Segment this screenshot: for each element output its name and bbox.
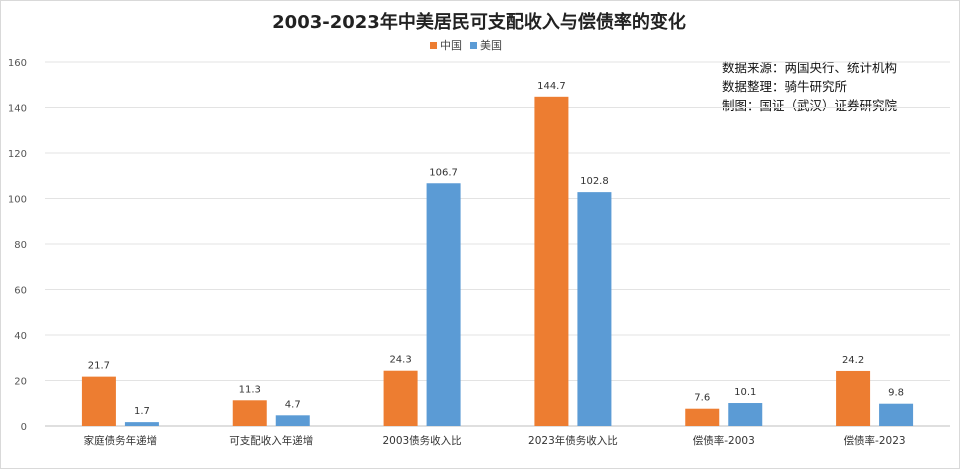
source-line-1: 数据来源：两国央行、统计机构 bbox=[722, 60, 898, 75]
y-tick-label: 80 bbox=[14, 240, 27, 251]
x-category-label: 偿债率-2003 bbox=[693, 434, 755, 447]
y-tick-label: 120 bbox=[8, 149, 27, 160]
data-label: 102.8 bbox=[580, 176, 609, 187]
x-category-label: 2003债务收入比 bbox=[382, 434, 461, 447]
legend-label-china: 中国 bbox=[440, 39, 462, 52]
bar-china bbox=[232, 400, 267, 426]
bar-usa bbox=[124, 422, 159, 426]
bar-china bbox=[383, 370, 418, 426]
y-tick-label: 0 bbox=[21, 422, 27, 433]
legend-swatch-china bbox=[430, 41, 437, 49]
x-category-label: 可支配收入年递增 bbox=[229, 434, 313, 447]
source-line-2: 数据整理：骑牛研究所 bbox=[722, 79, 848, 94]
bar-china bbox=[534, 96, 569, 427]
data-label: 21.7 bbox=[88, 361, 110, 372]
data-label: 10.1 bbox=[734, 387, 756, 398]
x-category-label: 偿债率-2023 bbox=[844, 434, 906, 447]
legend: 中国 美国 bbox=[430, 37, 502, 53]
chart-title: 2003-2023年中美居民可支配收入与偿债率的变化 bbox=[272, 12, 686, 33]
bar-usa bbox=[275, 415, 310, 426]
bar-china bbox=[685, 408, 720, 426]
y-tick-label: 20 bbox=[14, 377, 27, 388]
y-tick-label: 40 bbox=[14, 331, 27, 342]
y-tick-label: 160 bbox=[8, 58, 27, 69]
data-label: 7.6 bbox=[694, 393, 710, 404]
y-tick-label: 100 bbox=[8, 195, 27, 206]
legend-item-china: 中国 bbox=[430, 37, 462, 53]
bar-usa bbox=[879, 403, 914, 426]
data-label: 11.3 bbox=[239, 384, 261, 395]
bar-china bbox=[836, 370, 871, 426]
x-category-label: 2023年债务收入比 bbox=[528, 434, 618, 447]
data-label: 144.7 bbox=[537, 81, 566, 92]
x-category-label: 家庭债务年递增 bbox=[84, 434, 158, 447]
source-note: 数据来源：两国央行、统计机构 数据整理：骑牛研究所 制图：国证（武汉）证券研究院 bbox=[722, 58, 897, 115]
bar-usa bbox=[426, 183, 461, 426]
legend-label-usa: 美国 bbox=[480, 39, 502, 52]
source-line-3: 制图：国证（武汉）证券研究院 bbox=[722, 98, 898, 113]
bar-usa bbox=[577, 192, 612, 426]
bar-usa bbox=[728, 403, 763, 426]
y-tick-label: 60 bbox=[14, 286, 27, 297]
data-label: 24.3 bbox=[389, 355, 411, 366]
legend-swatch-usa bbox=[470, 41, 477, 49]
data-label: 106.7 bbox=[429, 167, 458, 178]
y-tick-label: 140 bbox=[8, 104, 27, 115]
legend-item-usa: 美国 bbox=[470, 37, 502, 53]
data-label: 4.7 bbox=[285, 399, 301, 410]
data-label: 1.7 bbox=[134, 406, 150, 417]
data-label: 24.2 bbox=[842, 355, 864, 366]
bar-china bbox=[81, 376, 116, 426]
data-label: 9.8 bbox=[888, 388, 904, 399]
